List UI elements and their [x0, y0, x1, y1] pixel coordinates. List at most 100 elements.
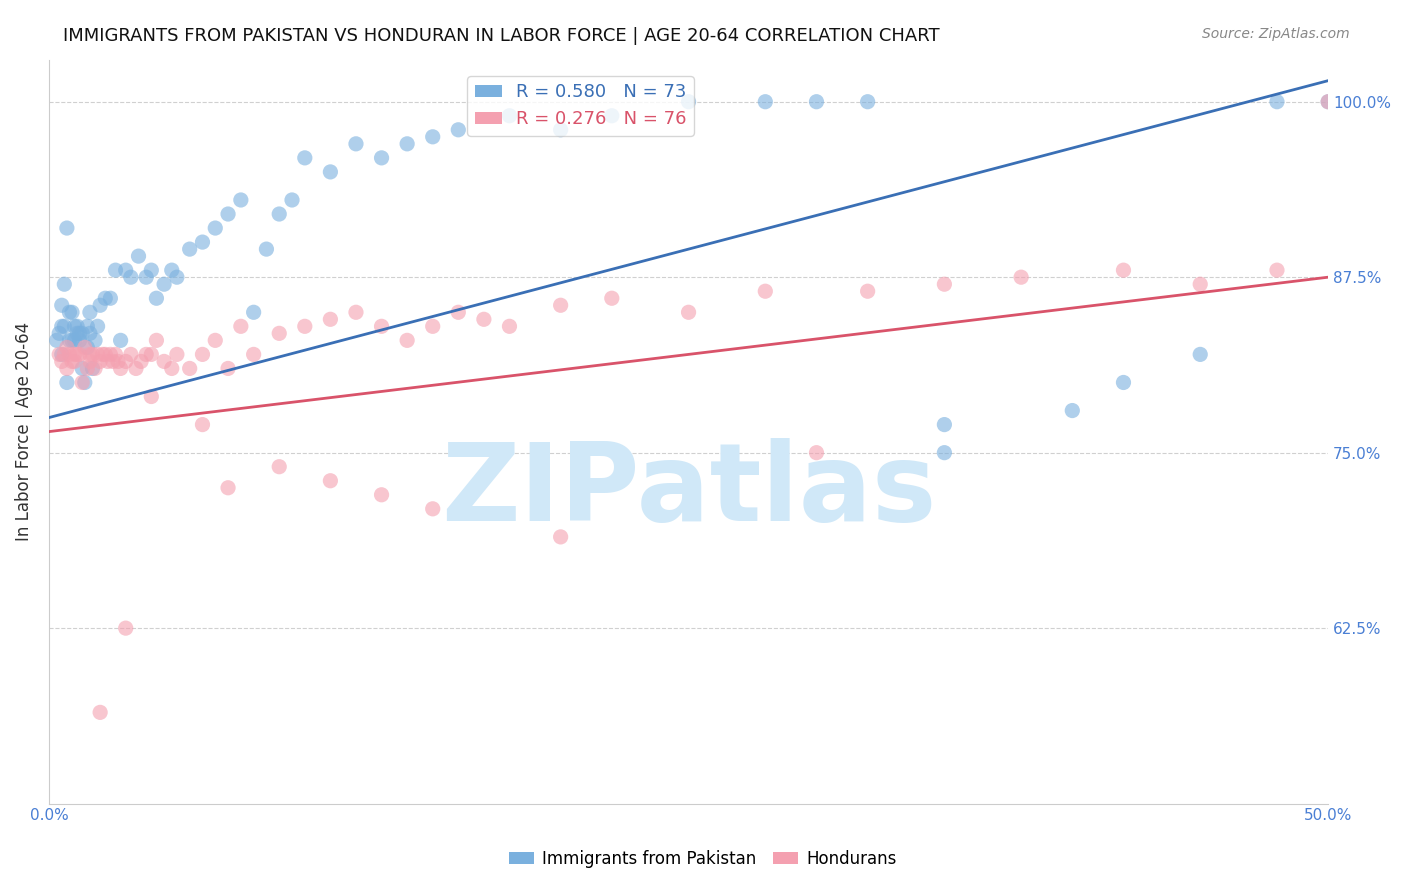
Point [1010, 270, 1032, 285]
Point [217, 361, 239, 376]
Point [422, 129, 444, 144]
Point [69, 326, 91, 341]
Point [60, 354, 83, 368]
Point [48, 347, 70, 361]
Point [70, 326, 93, 341]
Point [58, 305, 80, 319]
Point [89, 706, 111, 720]
Point [84, 361, 107, 376]
Point [217, 481, 239, 495]
Point [66, 326, 89, 341]
Point [179, 242, 201, 256]
Point [48, 326, 70, 341]
Point [934, 445, 956, 459]
Point [51, 354, 73, 368]
Point [70, 376, 93, 390]
Text: ZIPatlas: ZIPatlas [441, 438, 936, 544]
Point [498, 109, 520, 123]
Point [86, 319, 108, 334]
Point [110, 334, 132, 348]
Point [269, 459, 291, 474]
Point [550, 298, 572, 312]
Point [114, 263, 136, 277]
Point [229, 193, 252, 207]
Point [242, 347, 264, 361]
Point [110, 361, 132, 376]
Point [179, 361, 201, 376]
Point [56, 376, 79, 390]
Point [56, 221, 79, 235]
Point [79, 305, 101, 319]
Point [141, 347, 163, 361]
Point [422, 501, 444, 516]
Point [94, 291, 117, 305]
Legend: R = 0.580   N = 73, R = 0.276   N = 76: R = 0.580 N = 73, R = 0.276 N = 76 [467, 76, 693, 136]
Point [153, 277, 176, 292]
Point [153, 354, 176, 368]
Point [934, 417, 956, 432]
Point [63, 354, 86, 368]
Point [107, 354, 129, 368]
Point [70, 361, 93, 376]
Point [69, 347, 91, 361]
Point [160, 263, 183, 277]
Point [145, 334, 167, 348]
Point [128, 249, 150, 263]
Point [806, 445, 828, 459]
Point [79, 354, 101, 368]
Point [160, 361, 183, 376]
Point [498, 319, 520, 334]
Point [63, 347, 86, 361]
Point [66, 347, 89, 361]
Point [97, 354, 120, 368]
Point [73, 376, 96, 390]
Point [447, 123, 470, 137]
Point [254, 242, 277, 256]
Point [447, 305, 470, 319]
Point [89, 354, 111, 368]
Point [82, 347, 104, 361]
Point [60, 305, 83, 319]
Text: Source: ZipAtlas.com: Source: ZipAtlas.com [1202, 27, 1350, 41]
Point [396, 136, 419, 151]
Point [319, 165, 342, 179]
Point [344, 305, 367, 319]
Point [281, 193, 304, 207]
Point [145, 291, 167, 305]
Point [135, 347, 157, 361]
Point [600, 109, 623, 123]
Point [91, 347, 114, 361]
Point [856, 95, 879, 109]
Point [141, 263, 163, 277]
Point [600, 291, 623, 305]
Point [69, 334, 91, 348]
Point [191, 235, 214, 249]
Point [396, 334, 419, 348]
Point [51, 319, 73, 334]
Point [100, 347, 122, 361]
Point [114, 354, 136, 368]
Point [79, 347, 101, 361]
Point [135, 270, 157, 285]
Point [51, 298, 73, 312]
Point [114, 621, 136, 635]
Point [82, 361, 104, 376]
Point [370, 319, 392, 334]
Point [1189, 277, 1212, 292]
Point [1112, 376, 1135, 390]
Point [63, 334, 86, 348]
Point [754, 284, 776, 298]
Point [1189, 347, 1212, 361]
Point [242, 305, 264, 319]
Point [806, 95, 828, 109]
Point [1317, 95, 1340, 109]
Point [1265, 95, 1288, 109]
Point [53, 347, 76, 361]
Point [129, 354, 152, 368]
Point [1265, 263, 1288, 277]
Point [856, 284, 879, 298]
Point [294, 151, 316, 165]
Point [191, 417, 214, 432]
Point [141, 390, 163, 404]
Point [76, 319, 98, 334]
